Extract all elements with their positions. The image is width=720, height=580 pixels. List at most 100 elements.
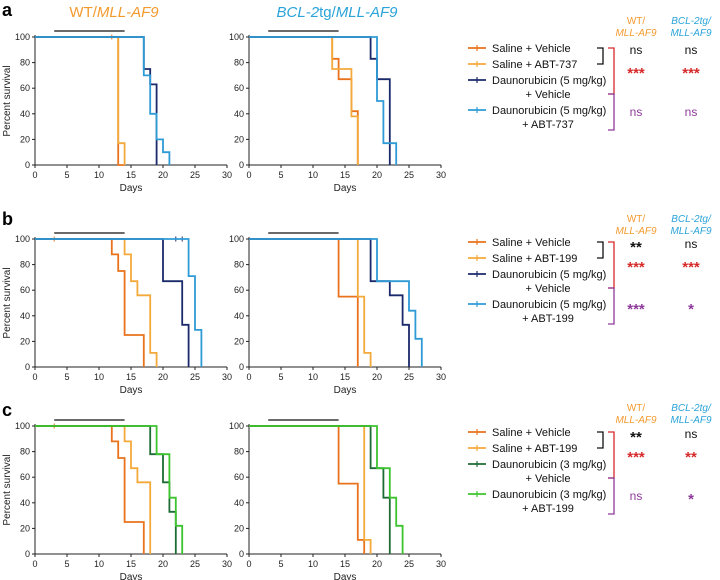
legend-label-line2: + Vehicle [526,89,571,101]
x-tick-label: 0 [246,372,251,382]
stat-header-wt-line1: WT/ [627,403,646,414]
x-axis-label: Days [334,385,357,396]
stat-bcl-1: ns [685,43,698,57]
series-line-3 [249,36,391,165]
y-tick-label: 100 [15,234,30,244]
stat-wt-1: ** [630,239,642,256]
x-tick-label: 25 [404,372,414,382]
y-tick-label: 60 [20,472,30,482]
legend-panel-b: Saline + Vehicle Saline + ABT-199 Daunorub… [468,214,712,325]
stat-bcl-2: *** [682,65,700,82]
y-tick-label: 80 [234,447,244,457]
panel-label-a: a [2,0,13,20]
x-tick-label: 15 [340,559,350,569]
stat-header-wt-line1: WT/ [627,214,646,225]
stat-bcl-3: * [688,301,694,318]
legend-label-line2: + Vehicle [526,473,571,485]
series-line-1 [35,238,145,367]
legend-label: Saline + ABT-737 [492,59,577,71]
y-tick-label: 100 [15,32,30,42]
x-tick-label: 30 [222,372,232,382]
col-title-bcl-italic: BCL-2 [277,4,320,21]
x-tick-label: 15 [126,372,136,382]
legend-label-line2: + ABT-199 [522,503,574,515]
y-tick-label: 0 [239,549,244,559]
series-line-4 [249,36,398,165]
x-tick-label: 15 [126,559,136,569]
series-line-2 [35,36,126,165]
legend-label-line2: + ABT-737 [522,119,574,131]
x-axis-label: Days [120,183,143,194]
chart-a-bcl: 0 5 10 15 20 25 30 0 20 40 60 80 100 Days [229,30,446,194]
x-tick-label: 10 [308,170,318,180]
y-tick-label: 60 [20,285,30,295]
x-tick-label: 30 [436,559,446,569]
bracket-purple [608,477,615,515]
x-tick-label: 0 [32,559,37,569]
x-tick-label: 10 [94,170,104,180]
legend-label-line2: + Vehicle [526,283,571,295]
x-tick-label: 25 [190,559,200,569]
x-tick-label: 20 [372,170,382,180]
x-tick-label: 5 [64,559,69,569]
x-tick-label: 0 [32,372,37,382]
bracket-black [597,241,604,259]
x-tick-label: 20 [158,372,168,382]
y-tick-label: 60 [20,83,30,93]
stat-header-bcl-line1: BCL-2tg/ [671,16,712,27]
legend-label: Daunorubicin (5 mg/kg) [492,105,606,117]
bracket-purple [608,93,615,131]
y-tick-label: 20 [20,336,30,346]
x-axis-label: Days [120,572,143,580]
series-line-1 [249,238,359,367]
y-tick-label: 40 [20,498,30,508]
chart-b-bcl: 0 5 10 15 20 25 30 0 20 40 60 80 100 Days [229,232,446,396]
x-tick-label: 0 [246,170,251,180]
y-tick-label: 40 [234,109,244,119]
y-tick-label: 0 [239,160,244,170]
stat-header-bcl-line2: MLL-AF9 [670,28,712,39]
legend-panel-a: Saline + Vehicle Saline + ABT-737 Daunorub… [468,16,712,131]
x-tick-label: 5 [278,170,283,180]
stat-wt-1: ns [630,43,643,57]
series-line-2 [249,425,372,554]
stat-header-bcl-line1: BCL-2tg/ [671,403,712,414]
stat-bcl-3: * [688,491,694,508]
series-line-2 [35,238,158,367]
bracket-black [597,47,604,65]
x-tick-label: 15 [126,170,136,180]
series-line-3 [249,425,391,554]
x-axis-label: Days [120,385,143,396]
x-tick-label: 30 [222,559,232,569]
x-tick-label: 10 [308,559,318,569]
series-line-3 [35,425,177,554]
bracket-purple [608,287,615,325]
stat-header-bcl-line2: MLL-AF9 [670,226,712,237]
col-title-bcl-gene: MLL-AF9 [336,4,398,21]
y-tick-label: 60 [234,285,244,295]
y-tick-label: 100 [15,421,30,431]
stat-wt-2: *** [627,65,645,82]
panel-label-b: b [2,209,13,229]
x-tick-label: 25 [404,170,414,180]
series-line-2 [249,36,359,165]
series-line-1 [35,36,125,166]
x-axis-label: Days [334,183,357,194]
legend-label: Saline + Vehicle [492,43,571,55]
stat-wt-3: *** [627,301,645,318]
bracket-red [608,47,615,95]
y-tick-label: 20 [234,523,244,533]
y-tick-label: 60 [234,83,244,93]
series-line-2 [249,238,372,367]
x-tick-label: 30 [222,170,232,180]
stat-wt-3: ns [630,489,643,503]
x-tick-label: 25 [190,170,200,180]
x-tick-label: 15 [340,170,350,180]
x-tick-label: 5 [278,372,283,382]
stat-header-wt-line2: MLL-AF9 [615,226,657,237]
legend-panel-c: Saline + Vehicle Saline + ABT-199 Daunorub… [468,403,712,515]
x-tick-label: 10 [94,559,104,569]
stat-wt-2: *** [627,449,645,466]
